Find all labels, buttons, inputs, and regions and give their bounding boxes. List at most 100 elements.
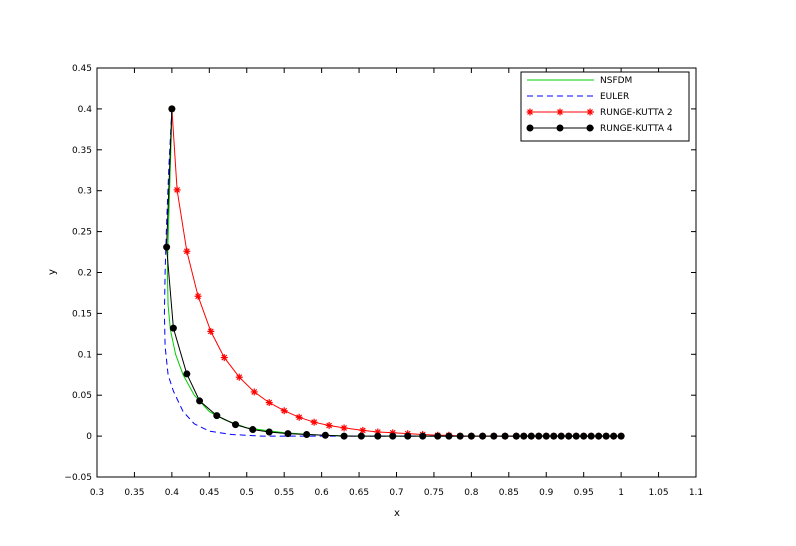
data-point <box>580 432 588 440</box>
series-line <box>166 108 622 437</box>
data-point <box>542 432 550 440</box>
data-point <box>404 432 412 440</box>
x-tick-label: 0.55 <box>274 488 294 498</box>
y-tick-label: 0.05 <box>72 391 92 401</box>
data-point <box>520 432 528 440</box>
x-tick-label: 0.85 <box>499 488 519 498</box>
legend-entry: RUNGE-KUTTA 4 <box>526 124 673 134</box>
legend-marker <box>556 108 564 116</box>
data-point <box>173 186 181 194</box>
data-point <box>220 354 228 362</box>
data-point <box>249 426 257 434</box>
data-point <box>359 426 367 434</box>
x-tick-label: 0.7 <box>389 488 403 498</box>
x-tick-label: 0.9 <box>539 488 554 498</box>
x-tick-label: 0.45 <box>199 488 219 498</box>
data-point <box>265 428 273 436</box>
y-tick-label: 0.3 <box>78 187 92 197</box>
legend-label: RUNGE-KUTTA 2 <box>600 108 673 118</box>
x-tick-label: 0.65 <box>349 488 369 498</box>
axis-ticks: 0.3 0.35 0.4 0.45 0.5 0.55 0.6 0.65 0.7 0.75 0.8 0.… <box>64 64 703 498</box>
legend-box <box>520 71 690 142</box>
data-point <box>572 432 580 440</box>
x-tick-label: 0.8 <box>464 488 479 498</box>
x-tick-label: 0.35 <box>124 488 144 498</box>
x-tick-label: 0.95 <box>574 488 594 498</box>
legend: NSFDM EULER RUNGE-KUTTA 2 RUNGE-KUTTA 4 <box>520 71 690 142</box>
data-point <box>303 430 311 438</box>
legend-entry: RUNGE-KUTTA 2 <box>526 108 673 118</box>
data-point <box>389 432 397 440</box>
data-point <box>456 432 464 440</box>
data-point <box>595 432 603 440</box>
data-point <box>163 243 171 251</box>
data-point <box>232 421 240 429</box>
series-runge-kutta-4 <box>163 105 625 440</box>
data-point <box>434 432 442 440</box>
x-tick-label: 0.4 <box>165 488 180 498</box>
legend-marker <box>586 108 594 116</box>
y-tick-label: 0 <box>86 432 92 442</box>
data-point <box>183 370 191 378</box>
data-point <box>527 432 535 440</box>
legend-entry: EULER <box>527 92 629 102</box>
data-point <box>550 432 558 440</box>
legend-marker <box>556 124 564 132</box>
data-point <box>565 432 573 440</box>
data-point <box>168 105 176 113</box>
x-tick-label: 1.05 <box>649 488 669 498</box>
data-point <box>587 432 595 440</box>
legend-marker <box>586 124 594 132</box>
x-tick-label: 0.5 <box>240 488 254 498</box>
data-point <box>535 432 543 440</box>
data-point <box>610 432 618 440</box>
data-point <box>512 432 520 440</box>
x-tick-label: 1 <box>618 488 624 498</box>
series-line <box>163 108 622 437</box>
data-point <box>374 432 382 440</box>
data-point <box>265 399 273 407</box>
data-point <box>467 432 475 440</box>
data-point <box>490 432 498 440</box>
legend-marker <box>526 124 534 132</box>
series-euler <box>163 108 622 437</box>
data-point <box>501 432 509 440</box>
y-tick-label: −0.05 <box>64 473 92 483</box>
data-point <box>194 292 202 300</box>
data-point <box>295 413 303 421</box>
y-tick-label: 0.45 <box>72 64 92 74</box>
y-tick-label: 0.2 <box>78 269 92 279</box>
y-tick-label: 0.15 <box>72 309 92 319</box>
y-tick-label: 0.25 <box>72 228 92 238</box>
data-point <box>280 407 288 415</box>
x-tick-label: 0.75 <box>424 488 444 498</box>
data-point <box>207 327 215 335</box>
data-point <box>284 430 292 438</box>
data-point <box>183 247 191 255</box>
legend-entry: NSFDM <box>527 76 632 86</box>
data-point <box>235 373 243 381</box>
data-point <box>310 418 318 426</box>
data-point <box>602 432 610 440</box>
legend-label: NSFDM <box>600 76 632 86</box>
data-point <box>340 432 348 440</box>
data-point <box>479 432 487 440</box>
data-point <box>325 421 333 429</box>
data-point <box>557 432 565 440</box>
y-tick-label: 0.4 <box>78 105 93 115</box>
x-axis-title: x <box>394 508 400 519</box>
data-point <box>321 431 329 439</box>
data-point <box>213 412 221 420</box>
legend-label: EULER <box>600 92 629 102</box>
y-tick-label: 0.1 <box>78 350 92 360</box>
data-point <box>357 432 365 440</box>
x-tick-label: 0.6 <box>314 488 329 498</box>
legend-label: RUNGE-KUTTA 4 <box>600 124 673 134</box>
data-point <box>250 388 258 396</box>
data-point <box>445 432 453 440</box>
x-tick-label: 0.3 <box>90 488 104 498</box>
data-point <box>196 397 204 405</box>
series-layer <box>163 105 625 440</box>
y-tick-label: 0.35 <box>72 146 92 156</box>
